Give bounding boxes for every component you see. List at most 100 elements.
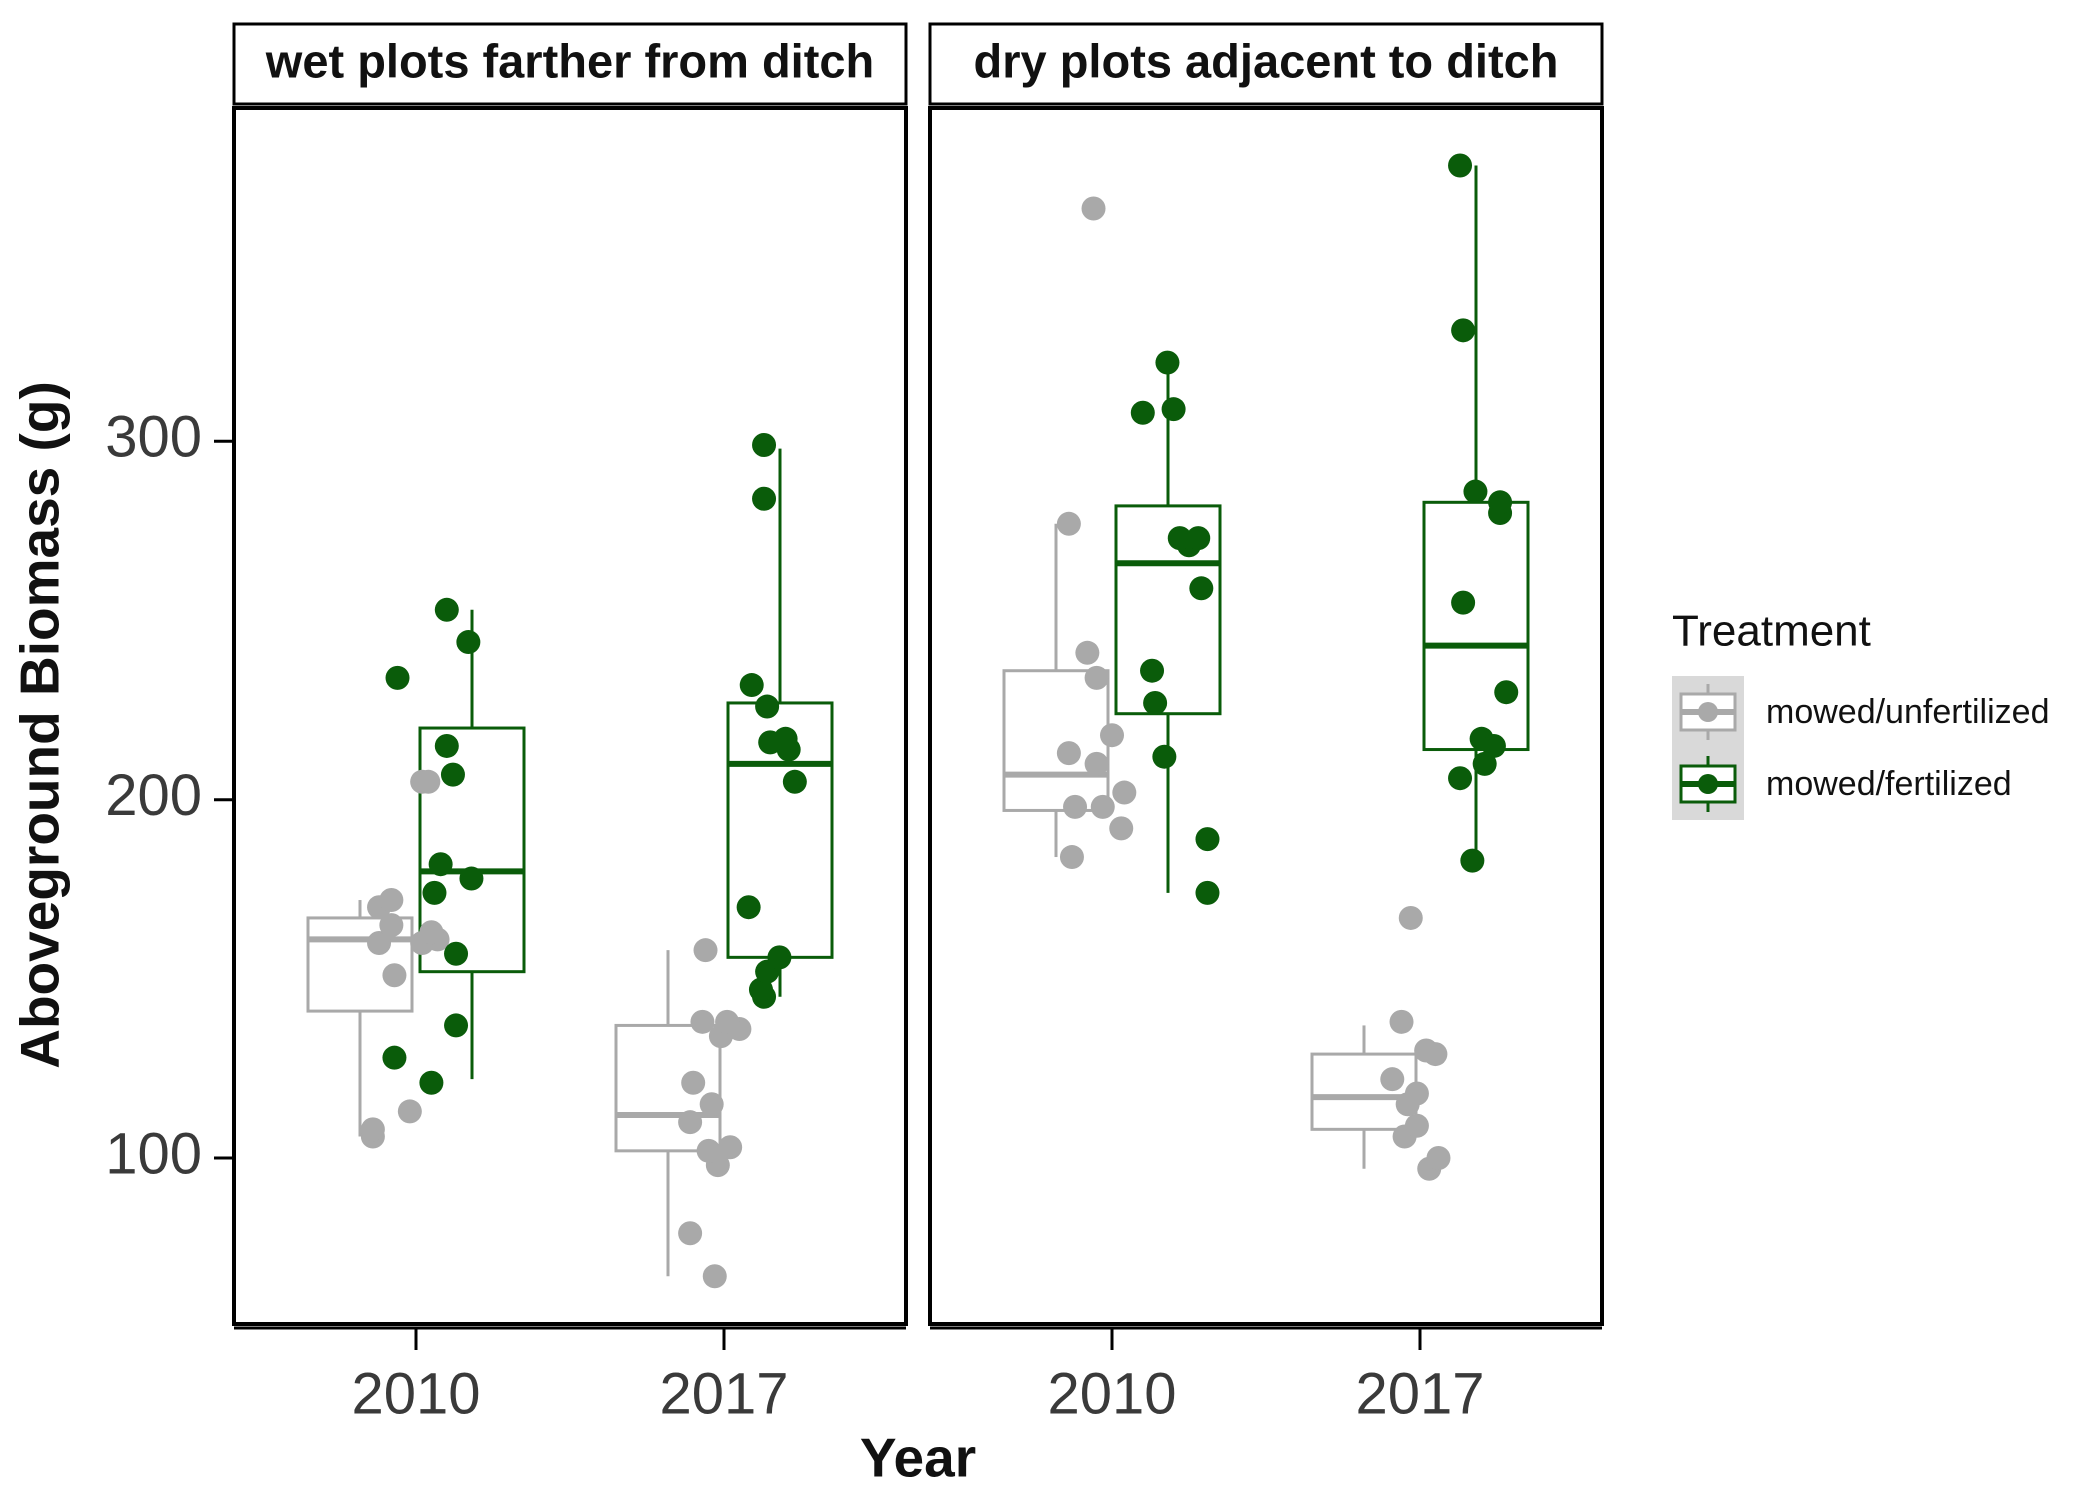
- data-point-fertilized: [1448, 153, 1473, 178]
- data-point-unfertilized: [367, 931, 392, 956]
- data-point-unfertilized: [1100, 723, 1124, 748]
- data-point-fertilized: [444, 1013, 469, 1038]
- data-point-fertilized: [382, 1045, 407, 1070]
- y-tick-label: 100: [105, 1121, 202, 1186]
- chart-marks: [306, 153, 1530, 1289]
- x-tick-label: 2017: [1355, 1361, 1484, 1426]
- data-point-fertilized: [1460, 848, 1485, 873]
- x-axis: 2010 2017 2010 2017: [234, 1326, 1602, 1426]
- data-point-unfertilized: [715, 1009, 740, 1034]
- data-point-fertilized: [1186, 526, 1211, 551]
- data-point-unfertilized: [416, 769, 441, 794]
- panel-dry: [928, 106, 1604, 1326]
- data-point-fertilized: [1494, 680, 1519, 705]
- data-point-fertilized: [752, 486, 777, 511]
- data-point-unfertilized: [1398, 905, 1423, 930]
- data-point-unfertilized: [678, 1110, 703, 1135]
- data-point-fertilized: [1448, 766, 1473, 791]
- data-point-unfertilized: [1063, 794, 1088, 819]
- data-point-unfertilized: [1081, 196, 1106, 221]
- data-point-unfertilized: [1423, 1042, 1448, 1067]
- data-point-unfertilized: [1059, 845, 1084, 870]
- legend-key-unfertilized: [1679, 684, 1737, 740]
- data-point-fertilized: [752, 432, 777, 457]
- box-unfertilized: [614, 1023, 722, 1153]
- data-point-unfertilized: [379, 888, 404, 913]
- y-axis-title: Aboveground Biomass (g): [9, 381, 71, 1069]
- data-point-unfertilized: [382, 963, 407, 988]
- legend: Treatment mowed/unfertilized mowed/ferti…: [1672, 607, 2049, 820]
- data-point-unfertilized: [1056, 511, 1081, 536]
- data-point-unfertilized: [693, 938, 718, 963]
- data-point-unfertilized: [1404, 1113, 1429, 1138]
- data-point-unfertilized: [1112, 780, 1137, 805]
- data-point-unfertilized: [419, 920, 444, 945]
- data-point-fertilized: [440, 762, 465, 787]
- data-point-fertilized: [434, 733, 459, 758]
- data-point-fertilized: [434, 597, 459, 622]
- panel-wet: [232, 106, 908, 1326]
- data-point-fertilized: [782, 769, 807, 794]
- data-point-fertilized: [459, 866, 484, 891]
- data-point-unfertilized: [681, 1070, 706, 1095]
- data-point-unfertilized: [690, 1009, 715, 1034]
- data-point-unfertilized: [360, 1117, 385, 1142]
- data-point-unfertilized: [678, 1221, 703, 1246]
- data-point-unfertilized: [718, 1135, 743, 1160]
- data-point-fertilized: [385, 665, 410, 690]
- data-point-fertilized: [1167, 526, 1192, 551]
- data-point-unfertilized: [1380, 1067, 1405, 1092]
- data-point-unfertilized: [397, 1099, 422, 1124]
- legend-label-unfertilized: mowed/unfertilized: [1766, 693, 2049, 731]
- data-point-fertilized: [1143, 690, 1168, 715]
- data-point-fertilized: [1195, 827, 1220, 852]
- y-tick-label: 200: [105, 763, 202, 828]
- data-point-unfertilized: [379, 913, 404, 938]
- y-tick-label: 300: [105, 405, 202, 470]
- data-point-fertilized: [1140, 658, 1165, 683]
- data-point-unfertilized: [696, 1138, 721, 1163]
- data-point-fertilized: [428, 852, 453, 877]
- y-axis: 100 200 300: [105, 405, 234, 1186]
- data-point-fertilized: [1155, 350, 1180, 375]
- data-point-fertilized: [1451, 318, 1476, 343]
- data-point-fertilized: [444, 941, 469, 966]
- data-point-fertilized: [1152, 744, 1177, 769]
- box-fertilized: [1114, 504, 1222, 716]
- data-point-fertilized: [1472, 751, 1497, 776]
- legend-title: Treatment: [1672, 607, 1871, 656]
- data-point-fertilized: [736, 895, 761, 920]
- data-point-fertilized: [773, 726, 798, 751]
- data-point-fertilized: [419, 1070, 444, 1095]
- data-point-unfertilized: [1389, 1009, 1414, 1034]
- facet-strip-wet: [232, 22, 908, 106]
- data-point-unfertilized: [1109, 816, 1134, 841]
- data-point-fertilized: [1488, 490, 1513, 515]
- data-point-fertilized: [1195, 880, 1220, 905]
- box-fertilized: [418, 726, 526, 974]
- data-point-unfertilized: [1084, 751, 1109, 776]
- x-axis-title: Year: [860, 1427, 976, 1489]
- data-point-fertilized: [1161, 397, 1186, 422]
- data-point-fertilized: [755, 694, 780, 719]
- data-point-fertilized: [1463, 479, 1488, 504]
- facet-strip-wet-label: wet plots farther from ditch: [265, 34, 874, 87]
- legend-label-fertilized: mowed/fertilized: [1766, 765, 2012, 803]
- data-point-fertilized: [456, 630, 481, 655]
- data-point-unfertilized: [1056, 741, 1081, 766]
- box-unfertilized: [306, 916, 414, 1013]
- data-point-unfertilized: [1404, 1081, 1429, 1106]
- facet-strip-dry-label: dry plots adjacent to ditch: [974, 34, 1559, 87]
- facet-strip-dry: [928, 22, 1604, 106]
- data-point-fertilized: [767, 945, 792, 970]
- box-unfertilized: [1002, 669, 1110, 812]
- data-point-unfertilized: [702, 1264, 727, 1289]
- data-point-unfertilized: [1426, 1146, 1451, 1170]
- data-point-fertilized: [422, 880, 447, 905]
- data-point-unfertilized: [1075, 640, 1100, 665]
- x-tick-label: 2010: [1047, 1361, 1176, 1426]
- data-point-unfertilized: [1084, 665, 1109, 690]
- x-tick-label: 2017: [659, 1361, 788, 1426]
- box-fertilized: [1422, 500, 1530, 752]
